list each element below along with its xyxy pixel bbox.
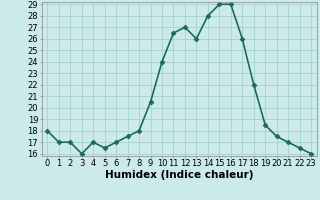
- X-axis label: Humidex (Indice chaleur): Humidex (Indice chaleur): [105, 170, 253, 180]
